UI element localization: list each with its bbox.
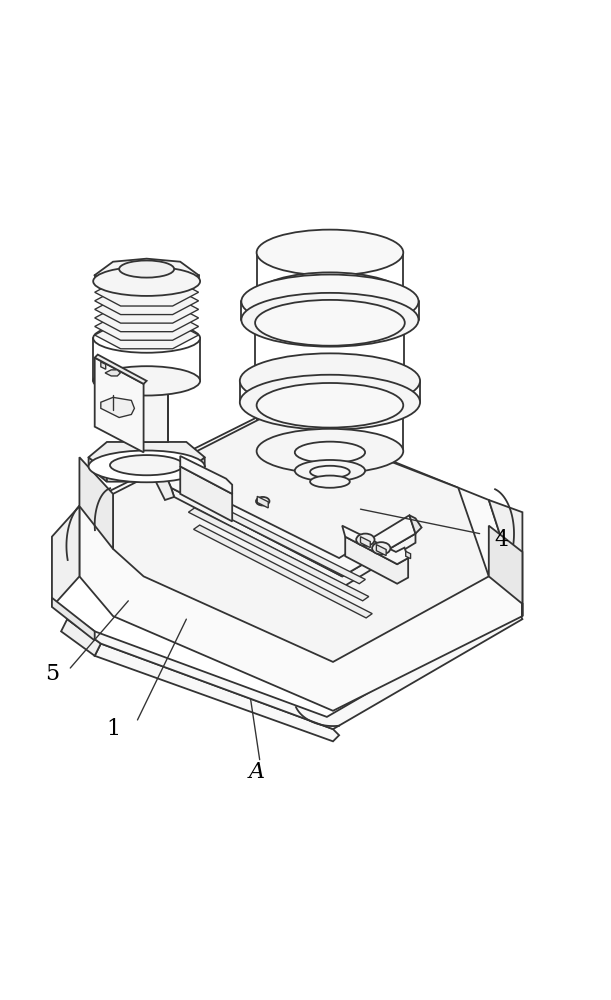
Polygon shape (360, 537, 370, 548)
Polygon shape (95, 259, 199, 290)
Polygon shape (409, 515, 422, 534)
Polygon shape (180, 456, 232, 494)
Polygon shape (342, 526, 408, 564)
Polygon shape (376, 545, 386, 556)
Polygon shape (52, 598, 95, 641)
Ellipse shape (241, 275, 419, 328)
Polygon shape (89, 457, 107, 482)
Ellipse shape (114, 327, 178, 345)
Polygon shape (113, 414, 489, 662)
Polygon shape (489, 526, 522, 604)
Polygon shape (95, 644, 339, 741)
Ellipse shape (295, 442, 365, 463)
Ellipse shape (240, 375, 420, 430)
Polygon shape (95, 304, 199, 332)
Polygon shape (79, 411, 522, 711)
Polygon shape (101, 397, 134, 418)
Polygon shape (61, 607, 522, 729)
Polygon shape (95, 355, 147, 384)
Ellipse shape (310, 476, 349, 488)
Ellipse shape (119, 260, 174, 278)
Ellipse shape (295, 460, 365, 481)
Ellipse shape (356, 534, 375, 546)
Ellipse shape (255, 300, 405, 346)
Ellipse shape (257, 230, 403, 275)
Ellipse shape (89, 451, 205, 482)
Polygon shape (95, 287, 199, 315)
Ellipse shape (310, 466, 349, 478)
Polygon shape (186, 457, 205, 482)
Ellipse shape (241, 293, 419, 347)
Ellipse shape (110, 455, 183, 475)
Ellipse shape (257, 272, 403, 318)
Text: 5: 5 (45, 663, 59, 685)
Polygon shape (257, 496, 268, 508)
Polygon shape (52, 506, 79, 607)
Polygon shape (489, 500, 522, 616)
Polygon shape (188, 508, 369, 601)
Polygon shape (105, 370, 120, 376)
Polygon shape (194, 525, 372, 618)
Ellipse shape (93, 323, 200, 353)
Polygon shape (95, 358, 144, 452)
Polygon shape (79, 457, 113, 549)
Ellipse shape (240, 353, 420, 408)
Polygon shape (180, 466, 232, 521)
Polygon shape (125, 381, 168, 442)
Polygon shape (171, 488, 415, 586)
Polygon shape (95, 296, 199, 323)
Polygon shape (406, 551, 411, 559)
Ellipse shape (372, 542, 390, 554)
Ellipse shape (256, 497, 269, 505)
Ellipse shape (93, 366, 200, 396)
Polygon shape (95, 279, 199, 306)
Polygon shape (89, 442, 205, 473)
Polygon shape (95, 313, 199, 340)
Polygon shape (101, 362, 106, 369)
Text: 1: 1 (106, 718, 120, 740)
Text: A: A (249, 761, 265, 783)
Polygon shape (61, 619, 101, 656)
Polygon shape (183, 491, 365, 584)
Ellipse shape (257, 429, 403, 473)
Text: 4: 4 (494, 529, 508, 551)
Polygon shape (164, 471, 415, 576)
Ellipse shape (93, 267, 200, 296)
Polygon shape (345, 537, 408, 584)
Ellipse shape (257, 383, 403, 428)
Polygon shape (156, 471, 174, 500)
Polygon shape (95, 321, 199, 349)
Polygon shape (89, 451, 205, 482)
